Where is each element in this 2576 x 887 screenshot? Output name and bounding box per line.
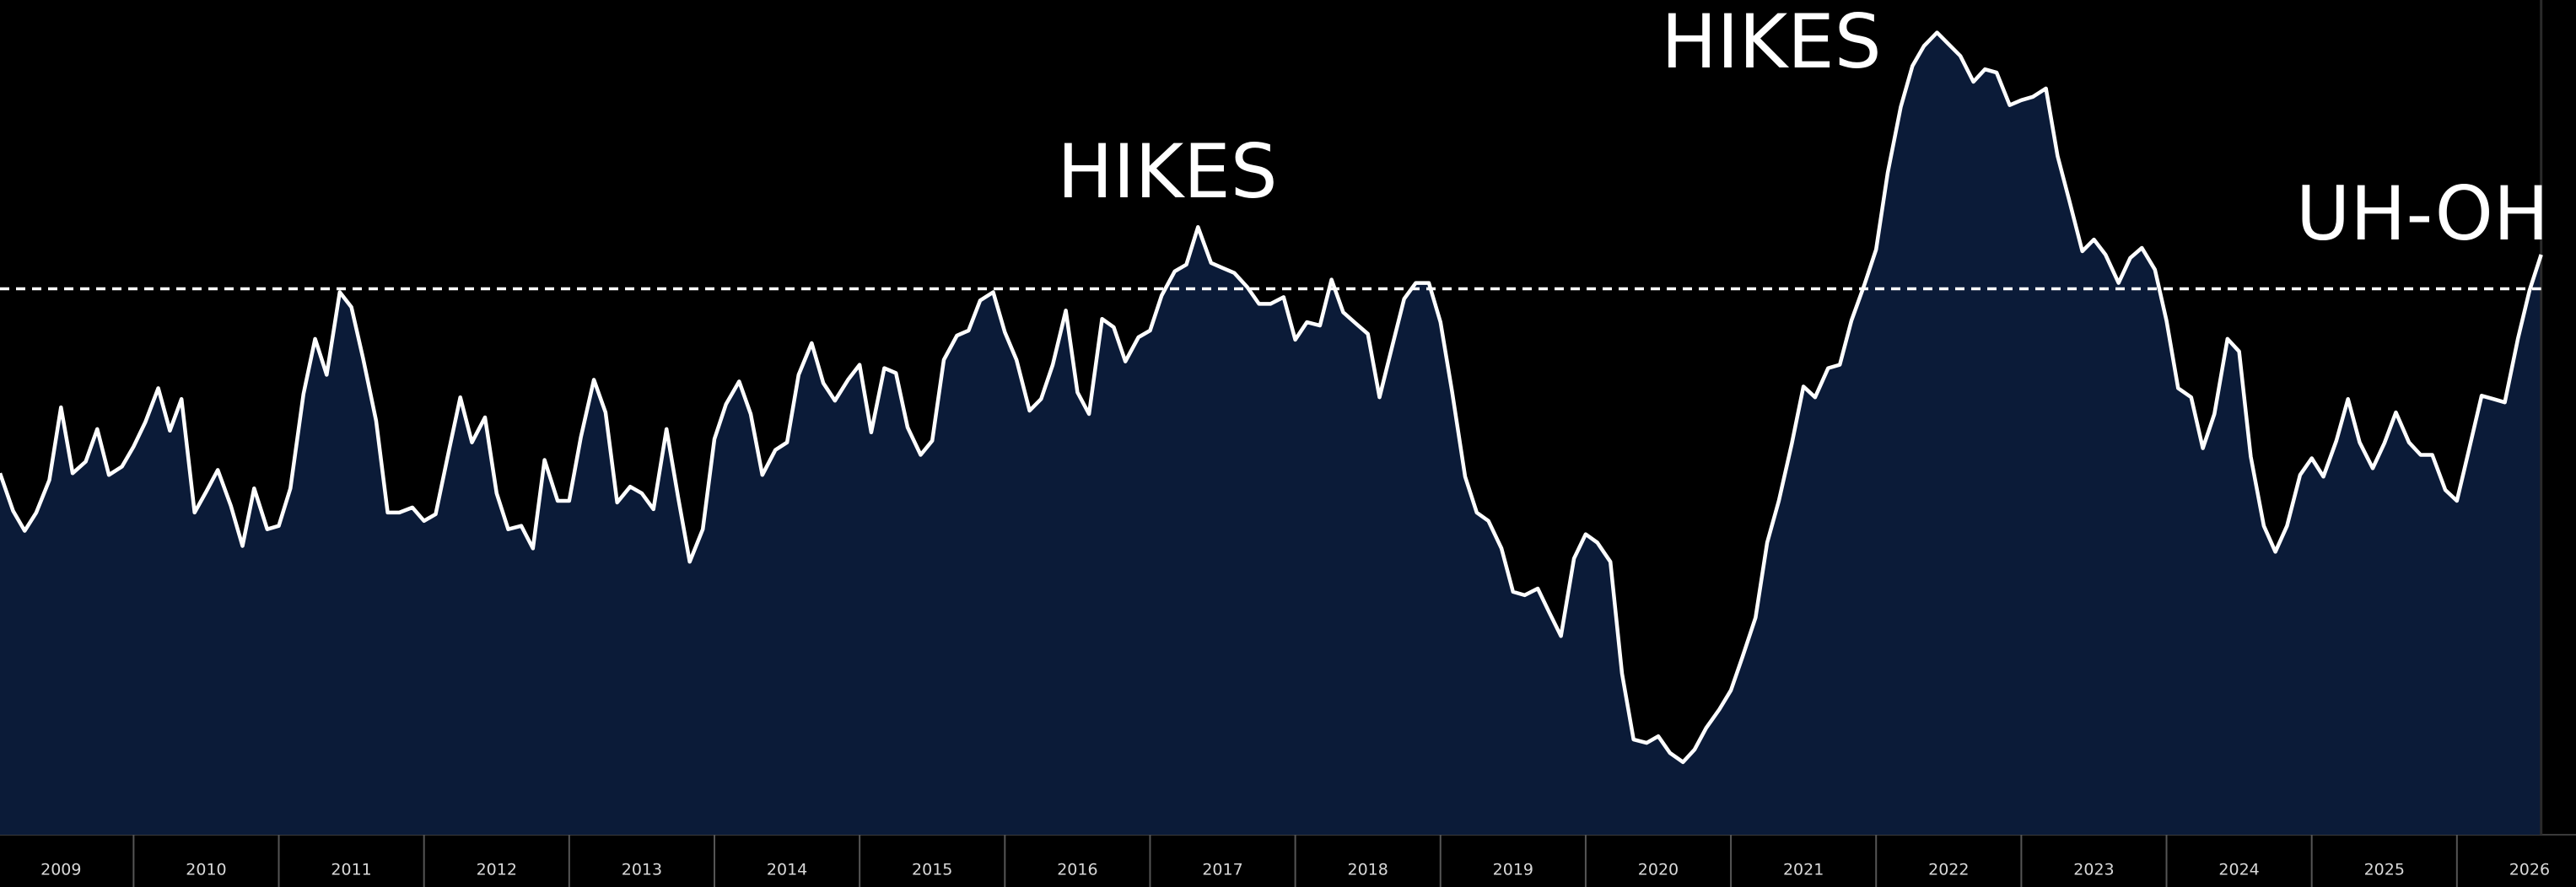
- x-tick-label: 2019: [1493, 861, 1533, 879]
- x-tick-label: 2009: [40, 861, 81, 879]
- x-tick-label: 2018: [1348, 861, 1388, 879]
- x-tick-label: 2015: [912, 861, 952, 879]
- x-tick-label: 2022: [1928, 861, 1969, 879]
- annotation: HIKES: [1661, 0, 1881, 85]
- annotation: HIKES: [1057, 128, 1277, 215]
- x-tick-label: 2025: [2364, 861, 2405, 879]
- x-tick-label: 2020: [1638, 861, 1679, 879]
- x-tick-label: 2024: [2218, 861, 2259, 879]
- x-tick-label: 2017: [1202, 861, 1242, 879]
- data-line: [0, 30, 2543, 765]
- x-tick-label: 2013: [622, 861, 662, 879]
- x-tick-label: 2023: [2073, 861, 2114, 879]
- x-tick-label: 2016: [1057, 861, 1097, 879]
- x-tick-label: 2026: [2509, 861, 2550, 879]
- annotation: UH-OH: [2296, 170, 2549, 257]
- x-tick-label: 2014: [767, 861, 807, 879]
- area-fill: [0, 32, 2541, 836]
- x-tick-label: 2012: [477, 861, 517, 879]
- x-tick-label: 2010: [186, 861, 226, 879]
- x-tick-label: 2011: [331, 861, 371, 879]
- x-tick-label: 2021: [1783, 861, 1824, 879]
